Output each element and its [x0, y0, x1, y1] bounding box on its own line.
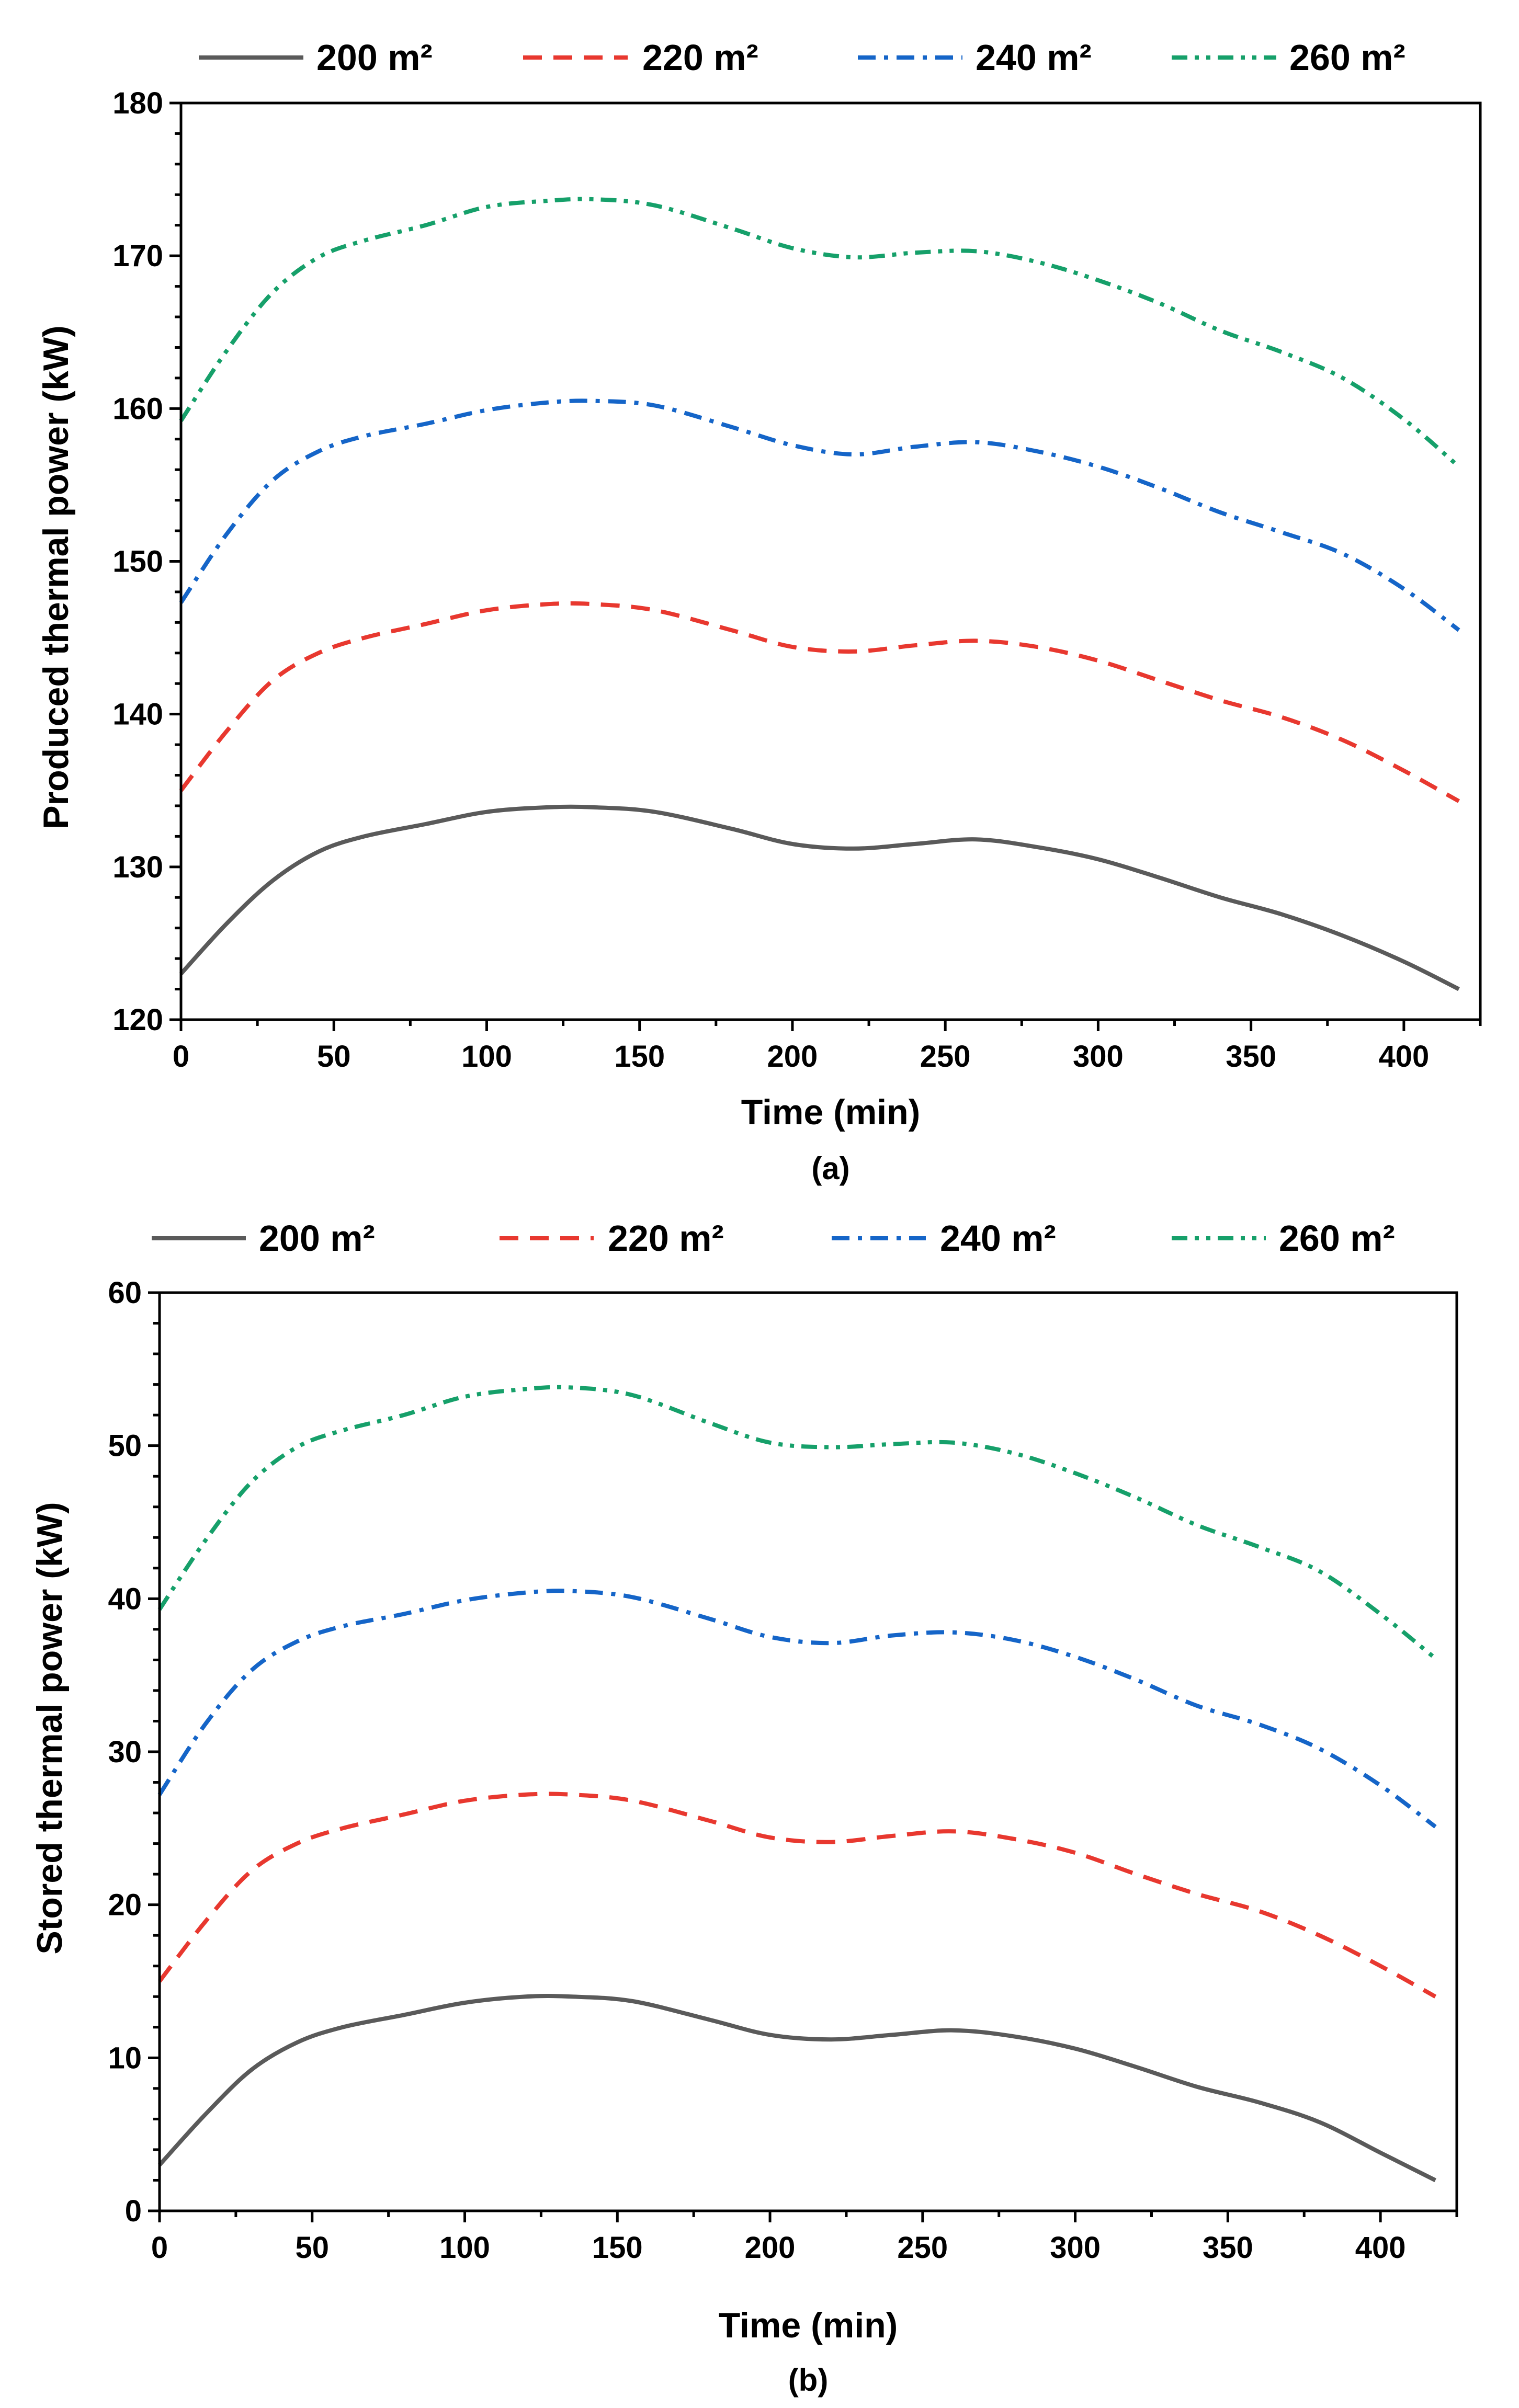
panel-a-legend-label-200: 200 m²	[316, 37, 433, 78]
panel-a-y-tick-label: 130	[112, 850, 163, 884]
panel-b-x-tick-label: 150	[592, 2231, 643, 2265]
panel-b-y-tick-label: 40	[108, 1582, 142, 1616]
panel-b-series-line-3	[157, 1385, 1437, 1660]
panel-b-legend-item-240: 240 m²	[832, 1218, 1056, 1259]
panel-a-y-tick-label: 150	[112, 545, 163, 579]
panel-a: 200 m² 220 m² 240 m² 260 m² 0 50 100 150 200…	[36, 37, 1482, 1186]
panel-a-label: (a)	[811, 1151, 849, 1186]
panel-b-legend: 200 m² 220 m² 240 m² 260 m²	[152, 1218, 1395, 1259]
panel-a-y-tick-label: 160	[112, 392, 163, 426]
panel-b-x-tick-label: 250	[897, 2231, 948, 2265]
panel-a-plot: 0 50 100 150 200 250 300 350 400 120 130 140 150 160 1…	[112, 86, 1482, 1074]
panel-a-x-tick-label: 350	[1226, 1040, 1276, 1074]
panel-b-plot: 0 50 100 150 200 250 300 350 400 0 10 20 30 40 50 60	[108, 1276, 1458, 2265]
panel-a-x-tick-label: 0	[173, 1040, 189, 1074]
panel-b-y-tick-label: 0	[125, 2194, 142, 2228]
panel-a-series-line-1	[179, 601, 1460, 803]
panel-b-legend-label-200: 200 m²	[259, 1218, 375, 1259]
panel-a-legend-item-240: 240 m²	[858, 37, 1092, 78]
panel-a-legend-item-260: 260 m²	[1172, 37, 1405, 78]
panel-b-legend-item-220: 220 m²	[500, 1218, 724, 1259]
panel-b-legend-label-220: 220 m²	[608, 1218, 724, 1259]
panel-a-x-tick-label: 300	[1073, 1040, 1124, 1074]
panel-b: 200 m² 220 m² 240 m² 260 m² 0 50 100 150 200…	[30, 1218, 1458, 2398]
panel-b-y-tick-label: 20	[108, 1888, 142, 1922]
panel-a-legend-item-220: 220 m²	[523, 37, 758, 78]
panel-b-y-tick-label: 60	[108, 1276, 142, 1310]
panel-b-x-tick-label: 100	[439, 2231, 490, 2265]
panel-a-series-line-0	[179, 804, 1460, 991]
panel-a-x-tick-label: 200	[767, 1040, 818, 1074]
panel-b-x-tick-label: 350	[1203, 2231, 1253, 2265]
panel-b-x-tick-label: 50	[296, 2231, 330, 2265]
panel-b-plot-frame	[158, 1291, 1458, 2212]
panel-a-x-tick-label: 50	[317, 1040, 351, 1074]
panel-b-legend-label-240: 240 m²	[940, 1218, 1056, 1259]
panel-b-y-tick-label: 30	[108, 1735, 142, 1769]
panel-a-legend-label-260: 260 m²	[1289, 37, 1405, 78]
panel-b-series-line-2	[157, 1589, 1437, 1829]
panel-a-x-tick-label: 400	[1378, 1040, 1429, 1074]
panel-a-y-tick-label: 120	[112, 1003, 163, 1037]
panel-b-x-axis-title: Time (min)	[719, 2306, 898, 2345]
panel-a-series-line-2	[179, 398, 1460, 632]
panel-b-legend-item-200: 200 m²	[152, 1218, 375, 1259]
panel-a-legend-label-240: 240 m²	[976, 37, 1092, 78]
panel-b-series-line-0	[158, 1993, 1436, 2183]
panel-a-x-tick-label: 250	[920, 1040, 971, 1074]
panel-b-legend-label-260: 260 m²	[1279, 1218, 1395, 1259]
panel-a-y-tick-label: 170	[112, 239, 163, 273]
panel-b-x-tick-label: 200	[745, 2231, 796, 2265]
panel-a-y-tick-label: 140	[112, 698, 163, 732]
panel-b-legend-item-260: 260 m²	[1172, 1218, 1395, 1259]
panel-b-label: (b)	[788, 2363, 829, 2398]
panel-b-y-axis-title: Stored thermal power (kW)	[30, 1502, 70, 1954]
panel-a-legend-item-200: 200 m²	[199, 37, 433, 78]
panel-a-x-axis-title: Time (min)	[741, 1092, 921, 1132]
panel-b-x-tick-label: 400	[1355, 2231, 1406, 2265]
panel-b-x-tick-label: 300	[1050, 2231, 1101, 2265]
panel-b-y-tick-label: 10	[108, 2041, 142, 2075]
panel-a-series-line-3	[179, 197, 1460, 469]
panel-a-y-axis-title: Produced thermal power (kW)	[36, 325, 76, 829]
panel-a-legend-label-220: 220 m²	[642, 37, 758, 78]
panel-a-plot-frame	[179, 101, 1482, 1021]
panel-b-x-tick-label: 0	[151, 2231, 168, 2265]
panel-b-series-line-1	[157, 1791, 1437, 1999]
panel-b-y-tick-label: 50	[108, 1429, 142, 1463]
panel-a-legend: 200 m² 220 m² 240 m² 260 m²	[199, 37, 1405, 78]
panel-a-x-tick-label: 100	[461, 1040, 512, 1074]
panel-a-x-tick-label: 150	[614, 1040, 665, 1074]
panel-a-y-tick-label: 180	[112, 86, 163, 120]
